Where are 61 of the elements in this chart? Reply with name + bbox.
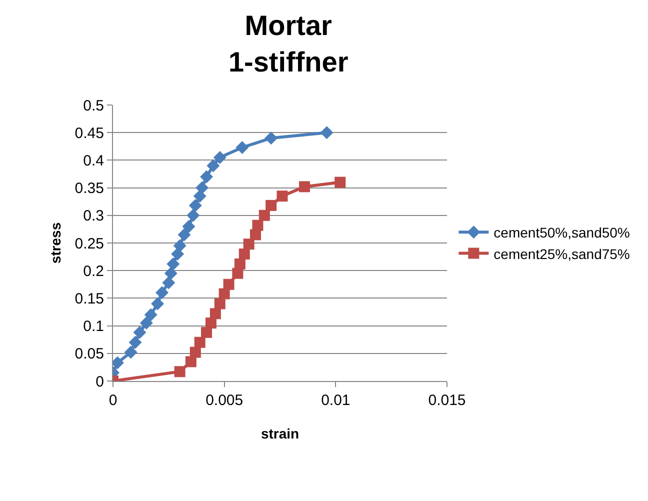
point xyxy=(236,141,249,154)
point xyxy=(201,326,212,338)
point xyxy=(162,276,176,290)
y-tick-label: 0 xyxy=(96,373,104,390)
point xyxy=(205,318,216,329)
point xyxy=(214,298,226,310)
point xyxy=(196,181,209,194)
y-tick-label: 0.45 xyxy=(74,124,104,142)
point xyxy=(234,258,246,270)
chart-title: Mortar 1-stiffner xyxy=(228,10,348,78)
x-tick-label: 0.01 xyxy=(321,392,350,409)
point xyxy=(218,288,230,300)
y-tick-label: 0.25 xyxy=(74,235,104,252)
point xyxy=(210,308,221,320)
y-tick-label: 0.3 xyxy=(83,208,104,225)
x-tick-label: 0.005 xyxy=(206,392,244,409)
point xyxy=(264,132,278,145)
point xyxy=(258,210,270,221)
point xyxy=(174,366,186,378)
point xyxy=(128,336,142,349)
y-tick-label: 0.2 xyxy=(83,262,104,280)
y-tick-label: 0.05 xyxy=(74,346,104,363)
point xyxy=(188,198,202,212)
y-tick-label: 0.5 xyxy=(83,97,104,114)
y-tick-label: 0.35 xyxy=(74,180,104,198)
y-tick-label: 0.4 xyxy=(83,152,104,170)
point xyxy=(200,170,214,184)
point xyxy=(182,220,196,233)
point xyxy=(194,336,206,348)
point xyxy=(140,316,153,330)
legend-label: cement50%,sand50% xyxy=(494,224,630,241)
point xyxy=(144,308,158,322)
point xyxy=(166,257,180,270)
point xyxy=(164,266,178,280)
point xyxy=(190,346,201,358)
x-axis-title: strain xyxy=(260,425,300,442)
y-tick-label: 0.1 xyxy=(83,318,104,336)
point xyxy=(243,238,254,250)
point xyxy=(133,326,146,339)
y-tick-label: 0.15 xyxy=(74,290,104,308)
legend-label: cement25%,sand75% xyxy=(494,246,630,262)
point xyxy=(155,286,168,300)
point xyxy=(173,239,186,252)
point xyxy=(178,228,191,242)
point xyxy=(298,181,310,192)
point xyxy=(124,346,138,359)
point xyxy=(171,248,184,261)
point xyxy=(252,220,264,231)
point xyxy=(151,297,164,310)
point xyxy=(320,126,334,140)
x-tick-label: 0 xyxy=(108,392,118,409)
x-tick-label: 0.015 xyxy=(428,392,466,409)
point xyxy=(186,208,200,222)
point xyxy=(266,200,277,211)
point xyxy=(276,190,288,202)
point xyxy=(223,278,234,290)
point xyxy=(334,176,346,188)
point xyxy=(238,248,250,260)
point xyxy=(213,150,226,164)
point xyxy=(206,159,220,172)
y-axis-title: stress xyxy=(47,222,64,264)
